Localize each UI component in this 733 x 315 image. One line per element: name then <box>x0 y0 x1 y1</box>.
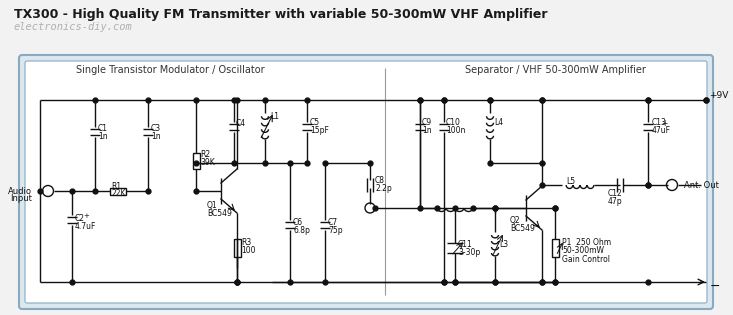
Text: BC549: BC549 <box>510 224 535 233</box>
Text: R1: R1 <box>111 182 121 191</box>
Text: 22K: 22K <box>111 189 125 198</box>
Text: P1  250 Ohm: P1 250 Ohm <box>562 238 611 247</box>
Text: C5: C5 <box>310 118 320 127</box>
Text: C11: C11 <box>458 240 473 249</box>
Text: +: + <box>661 119 667 128</box>
Text: C10: C10 <box>446 118 461 127</box>
Text: L5: L5 <box>566 177 575 186</box>
Text: Single Transistor Modulator / Oscillator: Single Transistor Modulator / Oscillator <box>75 65 265 75</box>
Text: 6.8p: 6.8p <box>293 226 310 235</box>
Text: Q1: Q1 <box>207 201 218 210</box>
Text: L4: L4 <box>494 118 503 127</box>
Text: C12: C12 <box>608 189 623 198</box>
Text: 47p: 47p <box>608 197 622 206</box>
Text: 100: 100 <box>241 246 256 255</box>
Bar <box>193 153 200 169</box>
Text: Separator / VHF 50-300mW Amplifier: Separator / VHF 50-300mW Amplifier <box>465 65 646 75</box>
Bar <box>110 188 126 195</box>
Text: Ant. Out: Ant. Out <box>684 181 719 191</box>
Text: Audio: Audio <box>8 187 32 196</box>
Text: 3-30p: 3-30p <box>458 248 480 257</box>
FancyBboxPatch shape <box>25 61 707 303</box>
Text: C13: C13 <box>652 118 667 127</box>
Text: C4: C4 <box>236 119 246 128</box>
Text: TX300 - High Quality FM Transmitter with variable 50-300mW VHF Amplifier: TX300 - High Quality FM Transmitter with… <box>14 8 548 21</box>
FancyBboxPatch shape <box>19 55 713 309</box>
Text: C9: C9 <box>422 118 432 127</box>
Text: L3: L3 <box>499 240 508 249</box>
Bar <box>552 239 559 257</box>
Text: R2: R2 <box>200 150 210 159</box>
Text: L1: L1 <box>270 112 279 121</box>
Text: 2.2p: 2.2p <box>375 184 391 193</box>
Text: −: − <box>710 279 721 293</box>
Text: 1n: 1n <box>98 132 108 141</box>
Text: C7: C7 <box>328 218 338 227</box>
Text: 50-300mW: 50-300mW <box>562 246 604 255</box>
Text: R3: R3 <box>241 238 251 247</box>
Text: 47uF: 47uF <box>652 126 671 135</box>
Text: BC549: BC549 <box>207 209 232 218</box>
Text: 100n: 100n <box>446 126 465 135</box>
Text: 15pF: 15pF <box>310 126 329 135</box>
Bar <box>234 239 241 257</box>
Text: 1n: 1n <box>151 132 161 141</box>
Text: C6: C6 <box>293 218 303 227</box>
Text: +: + <box>83 213 89 219</box>
Text: +9V: +9V <box>709 91 729 100</box>
Text: 4.7uF: 4.7uF <box>75 222 96 231</box>
Text: C2: C2 <box>75 214 85 223</box>
Text: Gain Control: Gain Control <box>562 255 610 264</box>
Text: 39K: 39K <box>200 158 215 167</box>
Text: 1n: 1n <box>422 126 432 135</box>
Text: electronics-diy.com: electronics-diy.com <box>14 22 133 32</box>
Text: C3: C3 <box>151 124 161 133</box>
Text: C1: C1 <box>98 124 108 133</box>
Text: C8: C8 <box>375 176 385 185</box>
Text: 75p: 75p <box>328 226 342 235</box>
Text: Q2: Q2 <box>510 216 520 225</box>
Text: Input: Input <box>10 194 32 203</box>
